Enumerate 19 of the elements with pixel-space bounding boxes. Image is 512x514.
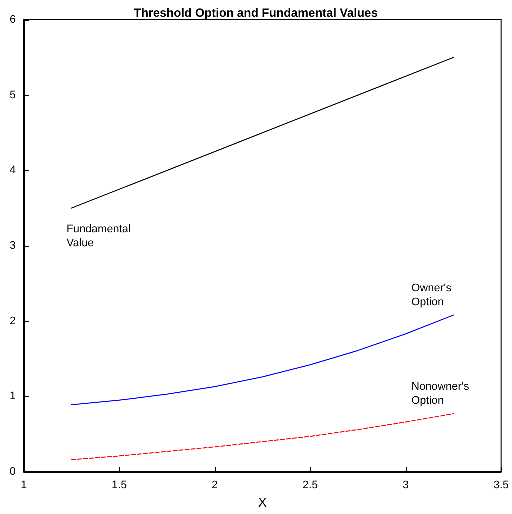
- x-tick-label: 3: [402, 480, 409, 492]
- x-axis-title: X: [258, 494, 268, 510]
- y-tick-label: 2: [10, 315, 16, 328]
- series-label: Owner's Option: [412, 282, 452, 308]
- series-label: Nonowner's Option: [412, 380, 470, 407]
- y-tick-label: 4: [10, 164, 16, 177]
- x-tick-label: 2: [212, 480, 218, 492]
- line-series: [71, 413, 454, 460]
- y-tick-label: 1: [10, 390, 16, 403]
- chart-title: Threshold Option and Fundamental Values: [134, 6, 378, 20]
- x-tick-label: 1: [20, 480, 28, 492]
- y-tick-label: 5: [10, 89, 16, 102]
- y-tick-label: 0: [10, 466, 16, 478]
- x-tick-label: 3.5: [494, 480, 510, 492]
- x-tick-label: 2.5: [302, 480, 318, 492]
- y-tick-label: 3: [10, 240, 16, 252]
- y-tick-label: 6: [10, 14, 16, 26]
- series-label: Fundamental Value: [66, 223, 131, 250]
- x-tick-label: 1.5: [112, 480, 128, 492]
